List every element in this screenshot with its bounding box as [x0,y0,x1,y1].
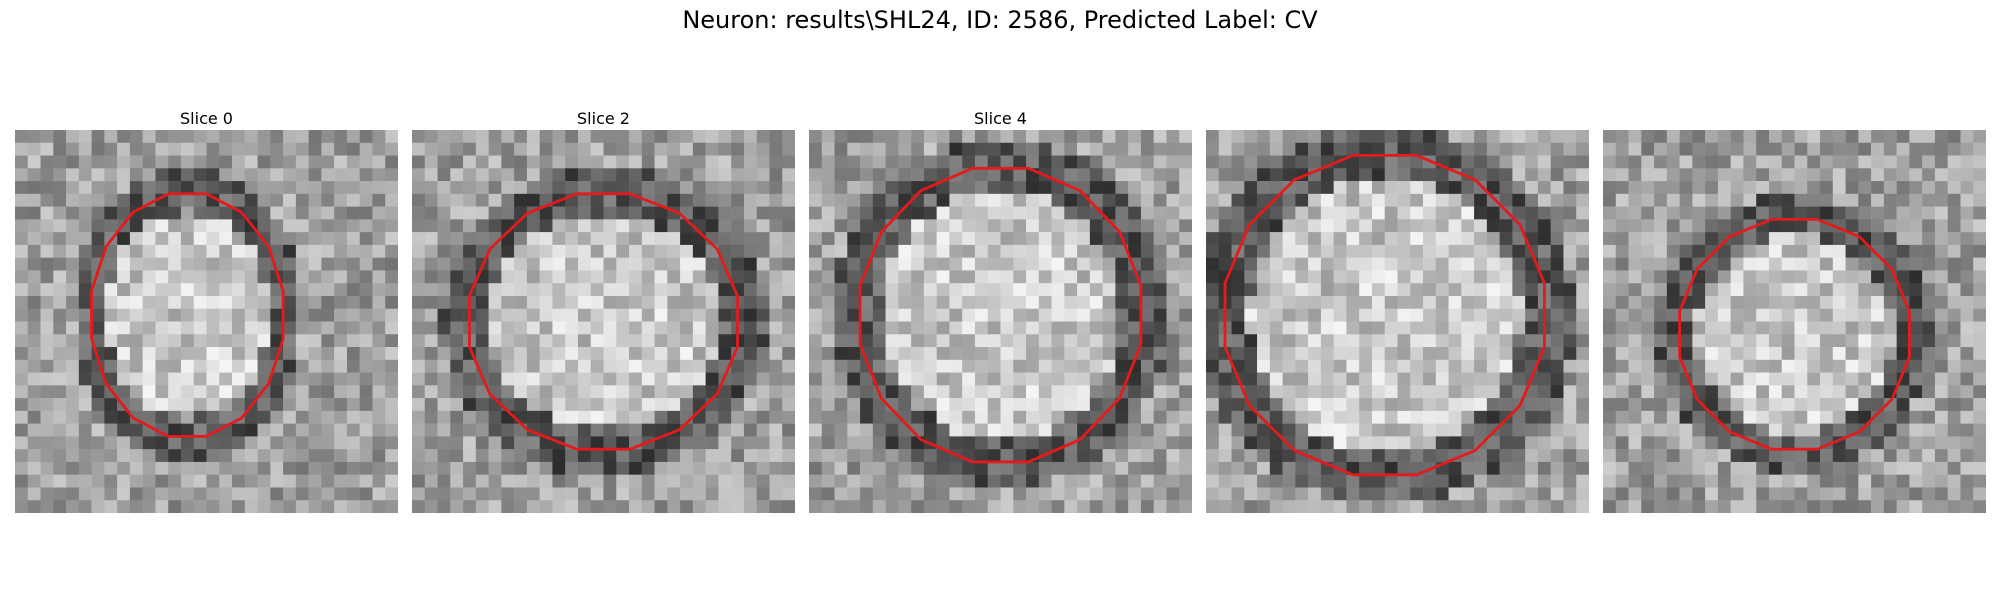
slice-image [412,130,795,513]
slice-title: Slice 4 [974,109,1027,128]
slice-title: Slice 0 [180,109,233,128]
segmentation-contour [1678,217,1911,451]
slice-image [1206,130,1589,513]
segmentation-contour [858,166,1143,464]
slice-image [15,130,398,513]
slice-image [1603,130,1986,513]
slice-panel-0: Slice 0 [15,108,398,513]
slice-panel-4 [1603,108,1986,513]
slice-title [1206,108,1589,130]
slice-title [1603,108,1986,130]
slice-panel-2: Slice 4 [809,108,1192,513]
segmentation-contour [1223,154,1546,477]
segmentation-contour [468,192,739,451]
slice-panel-1: Slice 2 [412,108,795,513]
slice-image [809,130,1192,513]
segmentation-contour [90,192,285,438]
figure-title: Neuron: results\SHL24, ID: 2586, Predict… [682,6,1318,34]
slice-title: Slice 2 [577,109,630,128]
slice-panel-3 [1206,108,1589,513]
